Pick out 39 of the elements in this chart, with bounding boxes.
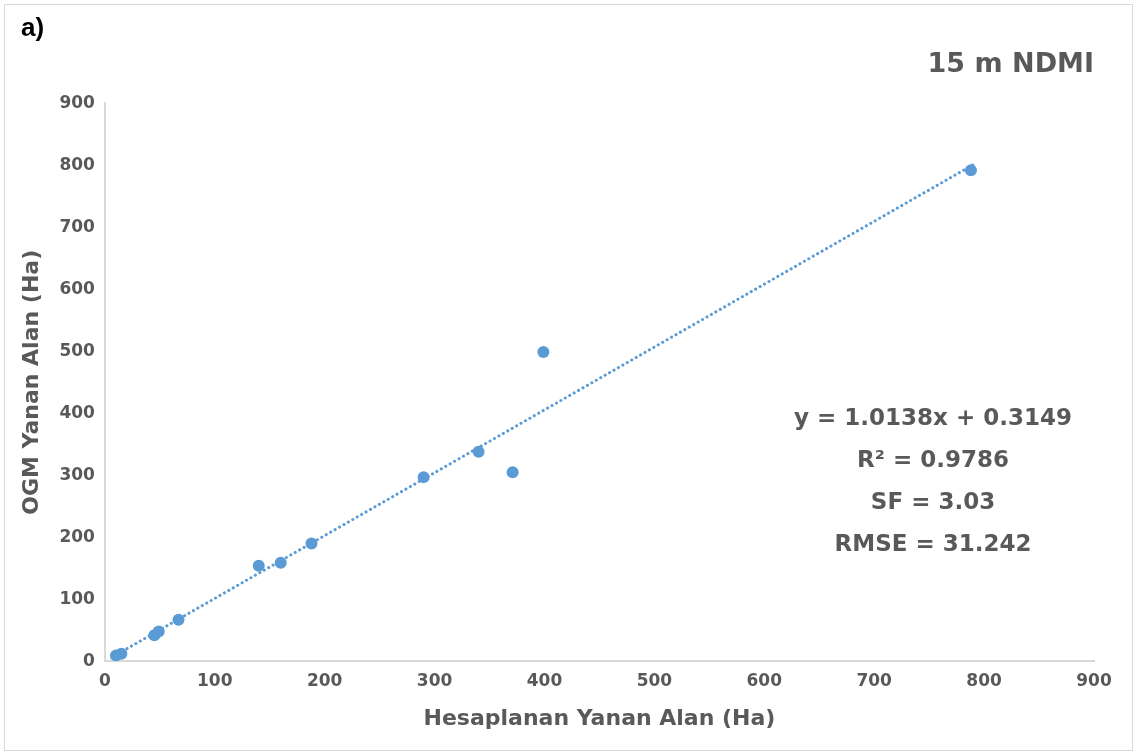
- x-tick-label: 900: [1076, 669, 1112, 690]
- chart-title: 15 m NDMI: [927, 47, 1094, 79]
- x-tick-label: 700: [856, 669, 893, 690]
- point: [252, 559, 265, 572]
- point: [152, 625, 165, 638]
- x-tick-label: 400: [526, 669, 563, 690]
- y-tick-label: 300: [59, 463, 96, 484]
- x-tick-label: 300: [416, 669, 453, 690]
- y-tick-label: 0: [83, 649, 96, 670]
- x-tick-label: 800: [966, 669, 1003, 690]
- point: [274, 556, 287, 569]
- y-tick-label: 500: [59, 339, 96, 360]
- y-tick-label: 900: [59, 91, 96, 112]
- x-tick-label: 500: [636, 669, 673, 690]
- x-tick-label: 600: [746, 669, 783, 690]
- point: [115, 647, 128, 660]
- x-tick-label: 0: [98, 669, 111, 690]
- y-tick-label: 100: [59, 587, 96, 608]
- point: [472, 445, 485, 458]
- y-tick-label: 800: [59, 153, 96, 174]
- x-tick-label: 100: [197, 669, 233, 690]
- point: [964, 164, 977, 177]
- point: [417, 471, 430, 484]
- point: [305, 537, 318, 550]
- annotation: SF = 3.03: [870, 487, 996, 514]
- text: a): [21, 12, 45, 43]
- point: [537, 345, 550, 358]
- y-tick-label: 200: [59, 525, 96, 546]
- annotation: y = 1.0138x + 0.3149: [794, 403, 1072, 430]
- y-axis-title: OGM Yanan Alan (Ha): [17, 249, 43, 515]
- y-tick-label: 400: [59, 401, 96, 422]
- y-tick-label: 700: [59, 215, 96, 236]
- x-tick-label: 200: [306, 669, 343, 690]
- point: [172, 613, 185, 626]
- x-axis-title: Hesaplanan Yanan Alan (Ha): [423, 704, 776, 730]
- annotation: R² = 0.9786: [857, 445, 1009, 472]
- y-tick-label: 600: [59, 277, 96, 298]
- annotation: RMSE = 31.242: [834, 529, 1032, 556]
- point: [506, 466, 519, 479]
